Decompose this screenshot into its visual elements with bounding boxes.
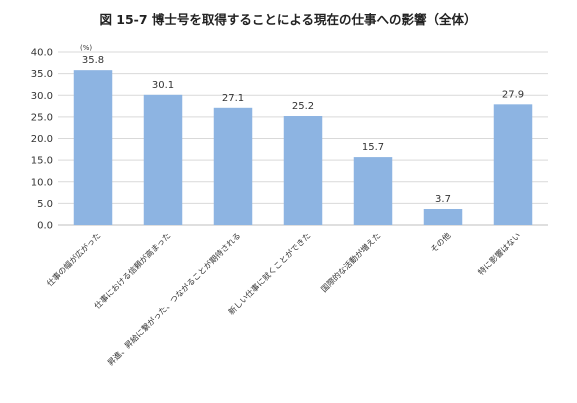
data-label: 25.2 (292, 101, 314, 112)
category-label: 仕事の幅が広がった (44, 230, 102, 288)
y-tick-label: 15.0 (31, 156, 53, 167)
y-tick-label: 10.0 (31, 177, 53, 188)
chart-title: 図 15-7 博士号を取得することによる現在の仕事への影響（全体） (99, 12, 476, 27)
category-label: 仕事における信頼が高まった (92, 230, 172, 310)
category-labels: 仕事の幅が広がった仕事における信頼が高まった昇進、昇給に繋がった、つながることが… (44, 230, 522, 367)
data-label: 27.1 (222, 93, 244, 104)
y-tick-label: 20.0 (31, 134, 53, 145)
category-label: その他 (428, 230, 452, 254)
category-label: 新しい仕事に就くことができた (226, 230, 312, 316)
bar (353, 157, 393, 225)
y-tick-label: 25.0 (31, 112, 53, 123)
bars (73, 70, 533, 225)
bar (143, 94, 183, 225)
category-label: 昇進、昇給に繋がった、つながることが期待される (105, 230, 242, 367)
data-label: 35.8 (82, 55, 104, 66)
data-label: 30.1 (152, 80, 174, 91)
category-label: 国際的な活動が増えた (319, 230, 383, 294)
y-tick-label: 30.0 (31, 91, 53, 102)
bar (283, 116, 323, 225)
bar (73, 70, 113, 225)
bar (423, 208, 463, 225)
category-label: 特に影響はない (476, 230, 523, 277)
data-label: 15.7 (362, 142, 384, 153)
y-axis-ticks: 0.0 5.0 10.0 15.0 20.0 25.0 30.0 35.0 40.0 (31, 48, 53, 232)
data-label: 27.9 (502, 89, 524, 100)
data-labels: 35.8 30.1 27.1 25.2 15.7 3.7 27.9 (82, 55, 524, 205)
y-tick-label: 0.0 (37, 221, 53, 232)
y-tick-label: 5.0 (37, 199, 53, 210)
bar (213, 107, 253, 225)
bar (493, 104, 533, 225)
y-axis-unit: (%) (80, 44, 92, 52)
y-tick-label: 40.0 (31, 48, 53, 59)
data-label: 3.7 (435, 194, 451, 205)
y-tick-label: 35.0 (31, 69, 53, 80)
